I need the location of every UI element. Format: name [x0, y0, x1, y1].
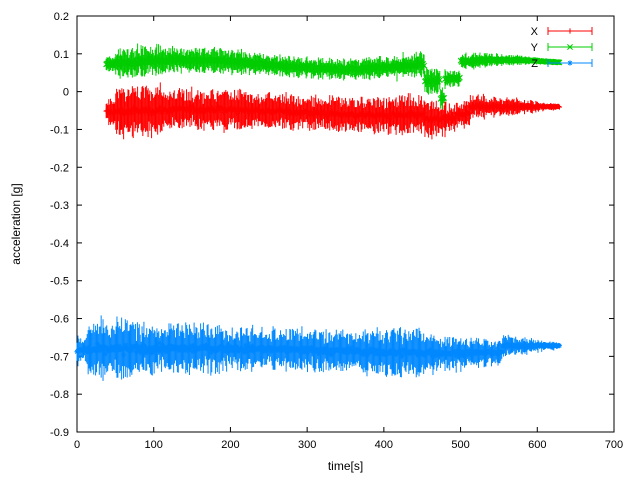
y-tick-label: -0.8 — [50, 389, 69, 401]
series-X — [103, 82, 563, 140]
x-axis-title: time[s] — [328, 459, 363, 473]
y-tick-label: -0.3 — [50, 200, 69, 212]
y-tick-label: -0.6 — [50, 314, 69, 326]
data-point — [436, 77, 443, 84]
y-tick-label: 0 — [63, 87, 69, 99]
y-tick-label: -0.1 — [50, 124, 69, 136]
x-tick-label: 100 — [145, 439, 163, 451]
y-tick-label: -0.7 — [50, 351, 69, 363]
y-axis-title: acceleration [g] — [9, 183, 23, 264]
y-tick-label: -0.9 — [50, 427, 69, 439]
y-tick-label: 0.1 — [54, 49, 69, 61]
x-tick-label: 200 — [221, 439, 239, 451]
plot-border — [76, 15, 615, 433]
x-tick-label: 700 — [605, 439, 623, 451]
series-Y — [103, 43, 563, 110]
data-point — [421, 62, 428, 69]
data-point — [440, 95, 447, 101]
x-tick-label: 500 — [451, 439, 469, 451]
y-tick-label: 0.2 — [54, 11, 69, 23]
y-tick-label: -0.5 — [50, 276, 69, 288]
y-tick-label: -0.4 — [50, 238, 69, 250]
x-tick-label: 0 — [74, 439, 80, 451]
data-point — [554, 59, 561, 66]
data-point — [420, 61, 427, 67]
data-point — [456, 74, 463, 81]
x-tick-label: 600 — [528, 439, 546, 451]
data-point — [556, 59, 563, 66]
series-Z — [74, 315, 562, 381]
data-point — [441, 95, 448, 101]
y-tick-label: -0.2 — [50, 162, 69, 174]
x-tick-label: 400 — [375, 439, 393, 451]
x-tick-label: 300 — [298, 439, 316, 451]
